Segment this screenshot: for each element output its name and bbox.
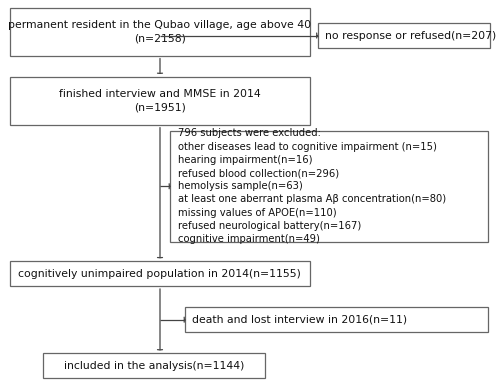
FancyBboxPatch shape — [170, 131, 488, 242]
Text: cognitively unimpaired population in 2014(n=1155): cognitively unimpaired population in 201… — [18, 268, 300, 279]
FancyBboxPatch shape — [42, 353, 265, 378]
Text: included in the analysis(n=1144): included in the analysis(n=1144) — [64, 361, 244, 371]
FancyBboxPatch shape — [318, 23, 490, 48]
Text: permanent resident in the Qubao village, age above 40
(n=2158): permanent resident in the Qubao village,… — [8, 20, 312, 43]
Text: death and lost interview in 2016(n=11): death and lost interview in 2016(n=11) — [192, 314, 408, 325]
FancyBboxPatch shape — [10, 261, 310, 286]
Text: finished interview and MMSE in 2014
(n=1951): finished interview and MMSE in 2014 (n=1… — [59, 89, 261, 113]
Text: 796 subjects were excluded:
other diseases lead to cognitive impairment (n=15)
h: 796 subjects were excluded: other diseas… — [178, 128, 446, 244]
Text: no response or refused(n=207): no response or refused(n=207) — [325, 30, 496, 41]
FancyBboxPatch shape — [10, 77, 310, 125]
FancyBboxPatch shape — [10, 8, 310, 56]
FancyBboxPatch shape — [185, 307, 488, 332]
